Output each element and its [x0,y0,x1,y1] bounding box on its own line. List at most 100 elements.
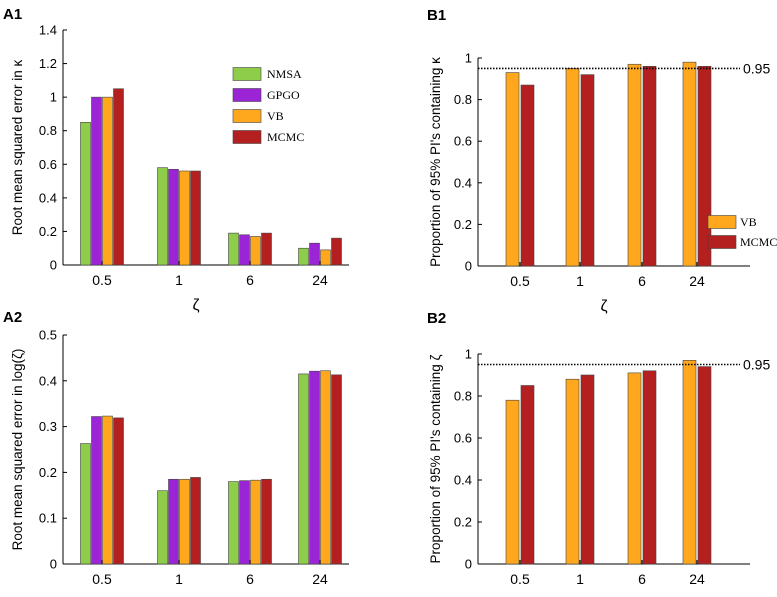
x-tick-label: 24 [689,571,705,587]
bar-vb-24 [682,359,697,565]
y-tick-label: 0.6 [454,134,472,149]
y-tick-label: 0 [465,259,472,274]
bar-nmsa-6 [228,232,239,266]
panel-label: A1 [3,6,22,23]
bar-vb-0_5 [102,415,113,565]
x-tick-label: 0.5 [92,272,112,288]
legend-swatch-mcmc [707,235,737,249]
legend-label-gpgo: GPGO [267,88,300,102]
y-tick-label: 0.6 [39,157,57,172]
y-tick-label: 0.1 [39,511,57,526]
panel-b1: B1 0 0.2 0.4 0.6 0.8 1 0.5 1 6 24 0.95 ζ Proportion o… [427,7,777,315]
legend: NMSA GPGO VB MCMC [232,67,304,144]
bar-nmsa-0_5 [80,122,91,266]
y-tick-label: 0.6 [454,431,472,446]
bar-vb-1 [179,170,190,266]
y-tick-label: 1.4 [39,23,57,38]
bar-gpgo-6 [239,234,250,266]
y-tick-label: 0.4 [39,190,57,205]
legend-swatch-nmsa [232,67,262,81]
legend-label-vb: VB [267,109,284,123]
bar-nmsa-24 [298,373,309,565]
x-tick-label: 24 [689,273,705,289]
y-tick-label: 0.8 [39,123,57,138]
y-tick-label: 0 [50,258,57,273]
legend-swatch-mcmc [232,130,262,144]
bar-mcmc-1 [580,74,595,267]
legend-swatch-vb [707,215,737,229]
legend-label-mcmc: MCMC [267,130,304,144]
y-axis-label: Proportion of 95% PI's containing ζ [428,355,443,564]
y-tick-label: 0.2 [39,465,57,480]
x-tick-label: 6 [638,273,646,289]
y-axis-label: Proportion of 95% PI's containing κ [428,57,443,267]
bar-mcmc-6 [261,232,272,266]
x-axis-label: ζ [600,298,607,315]
x-tick-label: 1 [576,571,584,587]
bar-vb-1 [565,68,580,267]
legend-swatch-gpgo [232,88,262,102]
y-tick-label: 0.5 [39,328,57,343]
y-axis-label: Root mean squared error in log(ζ) [10,349,25,551]
x-axis-label: ζ [192,297,199,314]
y-tick-label: 1 [465,51,472,66]
y-tick-label: 0.3 [39,419,57,434]
y-tick-label: 0 [465,557,472,572]
bar-mcmc-0_5 [520,385,535,565]
bar-vb-1 [179,478,190,565]
bar-gpgo-1 [168,478,179,565]
bar-gpgo-6 [239,480,250,565]
bar-vb-6 [627,372,642,565]
x-tick-label: 6 [246,571,254,587]
bar-mcmc-6 [261,478,272,565]
y-tick-label: 1 [50,90,57,105]
bar-vb-6 [250,236,261,266]
bar-mcmc-24 [331,237,342,266]
x-tick-label: 6 [246,272,254,288]
x-tick-label: 24 [312,272,328,288]
bar-vb-0_5 [505,72,520,267]
legend-swatch-vb [232,109,262,123]
x-tick-label: 1 [576,273,584,289]
y-axis-label: Root mean squared error in κ [10,59,25,235]
bar-vb-6 [250,479,261,565]
bar-mcmc-1 [190,170,201,266]
x-tick-label: 0.5 [510,273,530,289]
bar-vb-24 [320,249,331,266]
y-tick-label: 1.2 [39,56,57,71]
bar-mcmc-24 [697,366,712,565]
x-tick-label: 6 [638,571,646,587]
panel-a1: A1 0 0.2 0.4 0.6 0.8 1 1.2 1.4 0.5 1 6 24 ζ Root mean … [3,6,349,314]
bar-gpgo-0_5 [91,416,102,565]
bar-mcmc-24 [331,374,342,565]
bar-nmsa-1 [157,167,168,266]
reference-line-label: 0.95 [743,60,770,76]
panel-label: B1 [427,7,446,24]
reference-line-label: 0.95 [743,357,770,373]
x-tick-label: 1 [175,272,183,288]
bar-vb-24 [682,61,697,267]
panel-label: B2 [427,310,446,327]
bar-gpgo-24 [309,370,320,565]
bar-gpgo-24 [309,242,320,266]
bar-vb-1 [565,378,580,565]
bar-nmsa-24 [298,247,309,266]
bar-mcmc-1 [190,477,201,565]
y-tick-label: 0.2 [39,224,57,239]
bar-vb-6 [627,63,642,267]
y-tick-label: 0.2 [454,515,472,530]
bar-nmsa-6 [228,481,239,565]
y-tick-label: 0.8 [454,92,472,107]
y-tick-label: 0.2 [454,217,472,232]
y-tick-label: 0.8 [454,389,472,404]
bar-nmsa-1 [157,490,168,565]
bar-nmsa-0_5 [80,443,91,565]
bar-mcmc-6 [642,370,657,565]
bar-mcmc-0_5 [520,84,535,267]
bar-mcmc-0_5 [113,417,124,565]
x-tick-label: 1 [175,571,183,587]
bar-gpgo-1 [168,169,179,266]
